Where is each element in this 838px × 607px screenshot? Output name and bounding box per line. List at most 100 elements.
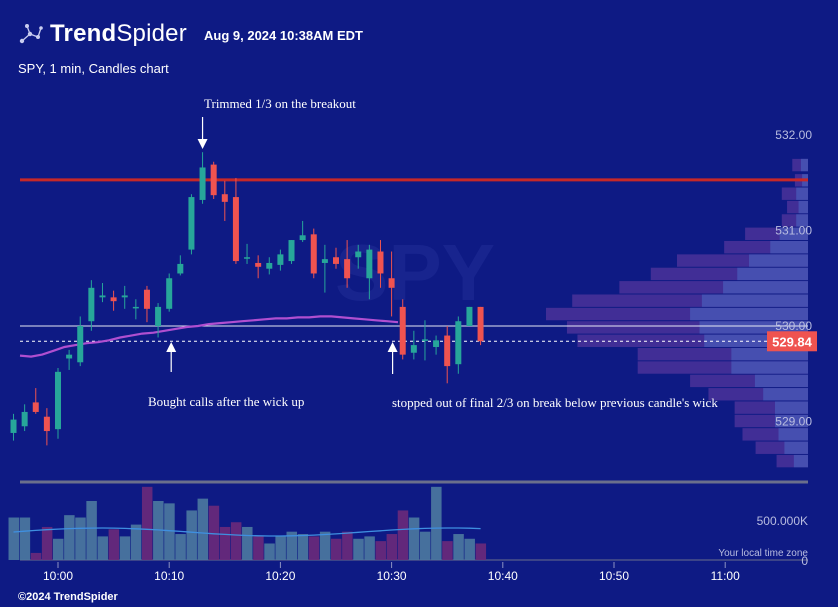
volume-bar: [119, 536, 131, 560]
trim-arrow-head: [197, 139, 208, 149]
candle-body: [121, 295, 128, 298]
candle: [410, 330, 417, 360]
vwap-polyline: [19, 315, 399, 358]
profile-bar-part: [754, 374, 808, 388]
candle-body: [377, 251, 384, 274]
candle: [355, 244, 362, 269]
profile-bar-part: [737, 267, 808, 281]
stop-arrow-head: [387, 342, 398, 352]
chart-subtitle: SPY, 1 min, Candles chart: [18, 61, 169, 76]
axes: 529.00 530.00 531.00 532.00 10:00 10:10 10:20 1…: [43, 128, 817, 583]
candle-body: [321, 259, 328, 263]
volume-bar: [86, 501, 97, 560]
profile-bar-part: [731, 361, 808, 374]
candle-body: [10, 419, 17, 433]
candle: [244, 243, 251, 264]
candle-body: [255, 262, 262, 267]
y-tick-label: 529.00: [775, 415, 812, 429]
candle: [32, 388, 39, 414]
candle: [333, 247, 339, 269]
candle-body: [77, 326, 84, 363]
volume-bar: [175, 534, 186, 560]
profile-bar-part: [774, 414, 808, 428]
volume-bar: [141, 486, 153, 560]
volume-bar: [308, 536, 320, 560]
candle: [299, 220, 306, 242]
volume-axis-zero: 0: [801, 554, 808, 568]
x-tick-label: 10:50: [599, 569, 629, 583]
candle-body: [155, 306, 162, 326]
profile-bar-part: [749, 254, 808, 267]
candle-body: [444, 335, 451, 367]
profile-bar-part: [784, 441, 808, 454]
trendspider-logo: TrendSpider: [18, 20, 187, 48]
volume-bar: [242, 526, 253, 560]
y-tick-label: 530.00: [775, 319, 812, 333]
candle: [477, 306, 484, 346]
volume-bar: [208, 505, 220, 560]
volume-average-line: [13, 527, 481, 537]
candle: [310, 228, 317, 279]
volume-axis-label: 500.000K: [757, 514, 808, 528]
volume-bar: [419, 531, 431, 560]
candle-body: [410, 345, 417, 353]
volume-bar: [275, 536, 286, 560]
profile-bar-part: [779, 227, 808, 241]
profile-bar-part: [778, 428, 808, 441]
price-levels: [20, 178, 808, 342]
candle-body: [110, 297, 117, 302]
volume-bar: [264, 543, 275, 560]
annotation-bought: Bought calls after the wick up: [148, 394, 304, 409]
volume-bar: [130, 524, 142, 560]
candle-body: [310, 234, 317, 274]
candle-body: [299, 235, 306, 241]
candle: [88, 280, 95, 331]
candle: [188, 194, 195, 255]
x-tick-label: 11:00: [711, 569, 740, 583]
profile-bar-part: [774, 401, 808, 414]
brand-name: TrendSpider: [50, 20, 187, 47]
volume-bar: [53, 538, 64, 560]
volume-bar: [219, 526, 231, 560]
profile-bar-part: [763, 388, 808, 401]
y-tick-label: 531.00: [775, 224, 812, 238]
candle: [166, 273, 173, 312]
candle: [344, 240, 351, 288]
watermark: SPY: [335, 228, 495, 317]
candle-body: [199, 167, 206, 200]
candle: [132, 299, 139, 320]
candle: [399, 299, 406, 360]
candle: [199, 152, 206, 204]
volume-bar: [464, 538, 475, 560]
profile-bar-part: [796, 187, 808, 200]
candle: [466, 306, 473, 326]
candle-body: [366, 249, 373, 279]
profile-bar-part: [793, 454, 808, 468]
candle-body: [333, 257, 339, 264]
candle: [110, 290, 117, 311]
candle: [277, 249, 284, 271]
candle: [388, 251, 395, 317]
x-tick-label: 10:30: [377, 569, 407, 583]
candle: [377, 240, 384, 288]
volume-bar: [97, 536, 108, 560]
candle-body: [177, 263, 184, 274]
x-tick-label: 10:00: [43, 569, 73, 583]
candle: [444, 326, 451, 384]
candle-body: [388, 278, 395, 288]
volume-bar: [475, 543, 487, 560]
candle-body: [32, 402, 39, 412]
candle-body: [232, 197, 239, 262]
candle-body: [143, 289, 150, 309]
candle: [288, 240, 295, 264]
volume-profile: [546, 158, 808, 468]
volume-bar: [75, 517, 86, 560]
candle: [77, 316, 84, 367]
profile-bar-part: [701, 294, 808, 307]
candle-body: [344, 259, 351, 279]
candle: [43, 408, 50, 446]
profile-bar-part: [800, 158, 808, 172]
candle-body: [288, 240, 295, 262]
candle: [366, 244, 373, 300]
